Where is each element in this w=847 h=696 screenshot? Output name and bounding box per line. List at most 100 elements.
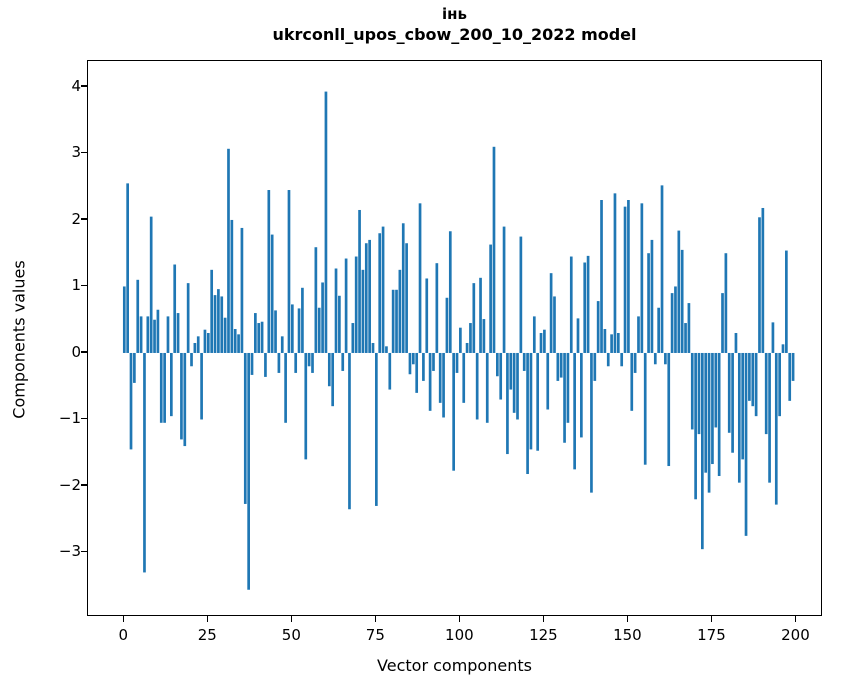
- bar-component-21: [193, 342, 197, 353]
- bar-component-38: [250, 352, 254, 375]
- bar-component-125: [543, 329, 546, 353]
- bar-component-19: [186, 283, 190, 353]
- bar-component-27: [213, 295, 217, 353]
- bar-component-47: [280, 336, 284, 353]
- bar-component-126: [546, 352, 550, 410]
- bar-component-80: [391, 289, 395, 353]
- bar-component-196: [781, 344, 785, 353]
- bar-component-10: [156, 309, 160, 353]
- chart-title-word: інь: [442, 5, 467, 23]
- x-tick-label: 200: [781, 626, 810, 644]
- bar-component-99: [455, 352, 459, 373]
- bar-component-48: [284, 352, 287, 423]
- bar-component-2: [129, 352, 133, 450]
- bar-component-120: [526, 352, 529, 475]
- bar-component-118: [519, 236, 523, 353]
- bar-component-50: [290, 304, 294, 353]
- bar-component-122: [532, 316, 536, 353]
- bar-component-17: [180, 352, 183, 440]
- bar-component-191: [764, 352, 768, 435]
- bar-component-87: [415, 352, 419, 393]
- bar-component-95: [442, 352, 445, 418]
- bar-component-192: [768, 352, 771, 483]
- bar-component-160: [660, 185, 664, 353]
- y-tick-label: −2: [58, 475, 81, 494]
- bar-component-139: [590, 352, 593, 493]
- x-tick-mark: [290, 616, 292, 622]
- bar-component-11: [159, 352, 163, 423]
- bar-component-134: [573, 352, 576, 470]
- y-tick-label: −1: [58, 409, 81, 428]
- x-tick-label: 25: [197, 626, 217, 644]
- bar-component-154: [640, 203, 644, 353]
- bar-component-129: [556, 352, 560, 381]
- bar-component-72: [364, 243, 368, 353]
- bar-component-12: [163, 352, 166, 423]
- bar-component-189: [758, 217, 761, 353]
- bar-component-197: [785, 250, 788, 353]
- bar-component-70: [358, 209, 361, 353]
- bar-component-115: [509, 352, 513, 390]
- y-axis-label: Components values: [9, 260, 29, 419]
- bar-component-65: [341, 352, 345, 371]
- bar-component-149: [623, 206, 627, 353]
- y-tick-label: −3: [58, 542, 81, 561]
- bar-component-178: [721, 293, 724, 353]
- bar-component-43: [267, 190, 271, 353]
- bar-component-83: [401, 223, 405, 353]
- bar-component-25: [206, 333, 210, 353]
- bar-component-92: [432, 352, 435, 371]
- bar-component-127: [549, 273, 553, 353]
- bar-component-58: [317, 307, 321, 353]
- bar-component-26: [210, 269, 214, 353]
- bar-component-152: [633, 352, 637, 373]
- bar-component-49: [287, 190, 291, 353]
- bar-component-177: [717, 352, 721, 477]
- bar-component-85: [408, 352, 412, 375]
- bar-component-181: [731, 352, 734, 453]
- bar-component-4: [136, 279, 140, 353]
- bar-component-123: [536, 352, 540, 451]
- x-tick-mark: [710, 616, 713, 622]
- x-tick-label: 100: [445, 626, 474, 644]
- bar-component-29: [220, 296, 224, 353]
- bar-component-45: [274, 310, 277, 353]
- bar-component-130: [559, 352, 563, 378]
- bar-component-104: [472, 283, 476, 353]
- bar-component-44: [270, 234, 274, 353]
- x-tick-label: 0: [118, 626, 129, 644]
- bar-component-164: [674, 286, 677, 353]
- bar-component-64: [338, 295, 341, 353]
- bar-component-84: [405, 243, 408, 353]
- bar-component-182: [734, 333, 738, 353]
- x-tick-label: 125: [529, 626, 558, 644]
- bar-component-97: [448, 231, 452, 353]
- bar-component-37: [247, 352, 250, 590]
- bar-component-69: [354, 256, 358, 353]
- bar-component-22: [196, 336, 200, 353]
- bar-component-24: [203, 329, 207, 353]
- bar-component-76: [378, 233, 382, 353]
- bar-component-147: [616, 333, 620, 353]
- bar-component-23: [200, 352, 203, 420]
- y-tick-mark: [81, 484, 87, 486]
- bar-component-119: [522, 352, 526, 371]
- bar-component-105: [475, 352, 479, 420]
- bar-component-55: [307, 352, 311, 367]
- bar-component-156: [647, 253, 650, 353]
- bar-component-170: [694, 352, 697, 500]
- bar-component-89: [422, 352, 425, 381]
- y-tick-mark: [81, 284, 87, 287]
- bar-component-111: [496, 352, 499, 377]
- bar-component-42: [264, 352, 267, 377]
- bar-component-79: [388, 352, 392, 390]
- bar-component-184: [741, 352, 745, 460]
- bar-component-176: [714, 352, 718, 428]
- bar-component-172: [701, 352, 704, 550]
- bar-component-155: [643, 352, 647, 465]
- bar-component-109: [489, 244, 492, 353]
- bar-component-67: [348, 352, 351, 510]
- bar-component-143: [603, 329, 607, 353]
- bar-component-62: [331, 352, 335, 407]
- bar-component-100: [459, 327, 462, 353]
